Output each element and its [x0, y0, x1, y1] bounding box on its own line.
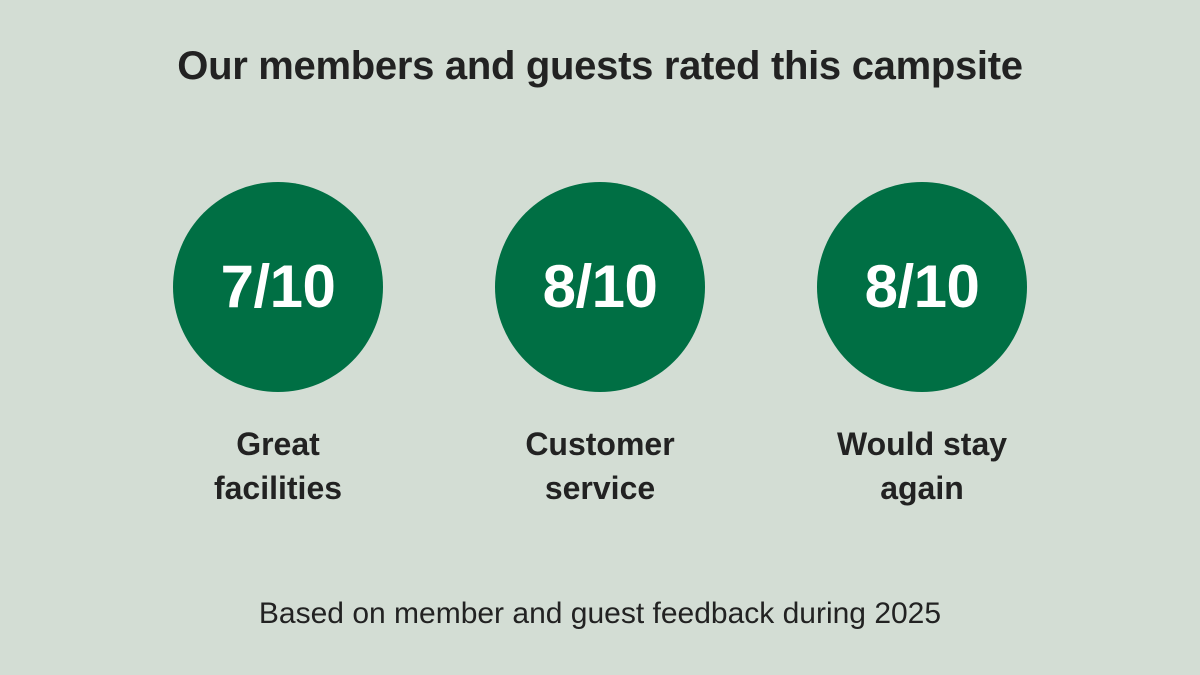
feedback-footnote: Based on member and guest feedback durin…	[258, 597, 942, 630]
page-title: Our members and guests rated this campsi…	[177, 44, 1023, 88]
score-badge: 8/10	[817, 182, 1027, 392]
rating-label-line: Great	[236, 426, 320, 462]
rating-would-stay-again: 8/10 Would stay again	[792, 182, 1052, 522]
score-value: 7/10	[220, 253, 336, 320]
rating-label-line: facilities	[213, 470, 343, 506]
rating-label: Great facilities	[148, 422, 408, 510]
ratings-row: 7/10 Great facilities 8/10 Customer serv…	[0, 182, 1200, 522]
rating-label-line: Customer	[525, 426, 675, 462]
rating-label: Would stay again	[792, 422, 1052, 510]
rating-customer-service: 8/10 Customer service	[470, 182, 730, 522]
score-value: 8/10	[542, 253, 658, 320]
rating-great-facilities: 7/10 Great facilities	[148, 182, 408, 522]
score-value: 8/10	[864, 253, 980, 320]
rating-label-line: service	[544, 470, 656, 506]
score-badge: 7/10	[173, 182, 383, 392]
rating-label-line: Would stay	[836, 426, 1008, 462]
rating-label-line: again	[880, 470, 964, 506]
rating-label: Customer service	[470, 422, 730, 510]
score-badge: 8/10	[495, 182, 705, 392]
